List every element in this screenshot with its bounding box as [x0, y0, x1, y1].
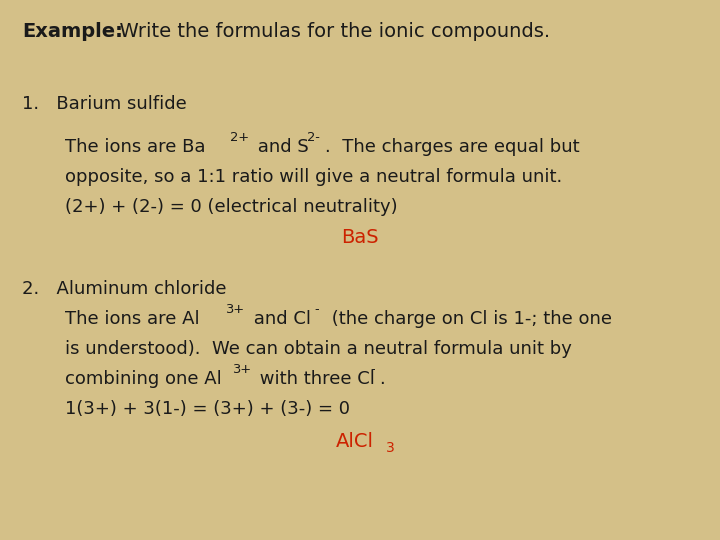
Text: with three Cl: with three Cl [254, 370, 375, 388]
Text: Example:: Example: [22, 22, 123, 41]
Text: .: . [379, 370, 384, 388]
Text: The ions are Al: The ions are Al [65, 310, 199, 328]
Text: 2+: 2+ [230, 131, 249, 144]
Text: and S: and S [252, 138, 309, 156]
Text: AlCl: AlCl [336, 432, 374, 451]
Text: (the charge on Cl is 1-; the one: (the charge on Cl is 1-; the one [326, 310, 612, 328]
Text: 3+: 3+ [232, 363, 251, 376]
Text: is understood).  We can obtain a neutral formula unit by: is understood). We can obtain a neutral … [65, 340, 572, 358]
Text: 2.   Aluminum chloride: 2. Aluminum chloride [22, 280, 227, 298]
Text: BaS: BaS [341, 228, 379, 247]
Text: -: - [370, 363, 374, 376]
Text: -: - [314, 303, 319, 316]
Text: 1.   Barium sulfide: 1. Barium sulfide [22, 95, 186, 113]
Text: (2+) + (2-) = 0 (electrical neutrality): (2+) + (2-) = 0 (electrical neutrality) [65, 198, 397, 216]
Text: 3+: 3+ [225, 303, 244, 316]
Text: and Cl: and Cl [248, 310, 311, 328]
Text: .  The charges are equal but: . The charges are equal but [325, 138, 580, 156]
Text: 1(3+) + 3(1-) = (3+) + (3-) = 0: 1(3+) + 3(1-) = (3+) + (3-) = 0 [65, 400, 350, 418]
Text: combining one Al: combining one Al [65, 370, 222, 388]
Text: opposite, so a 1:1 ratio will give a neutral formula unit.: opposite, so a 1:1 ratio will give a neu… [65, 168, 562, 186]
Text: The ions are Ba: The ions are Ba [65, 138, 205, 156]
Text: 3: 3 [386, 441, 395, 455]
Text: Write the formulas for the ionic compounds.: Write the formulas for the ionic compoun… [107, 22, 550, 41]
Text: 2-: 2- [307, 131, 320, 144]
